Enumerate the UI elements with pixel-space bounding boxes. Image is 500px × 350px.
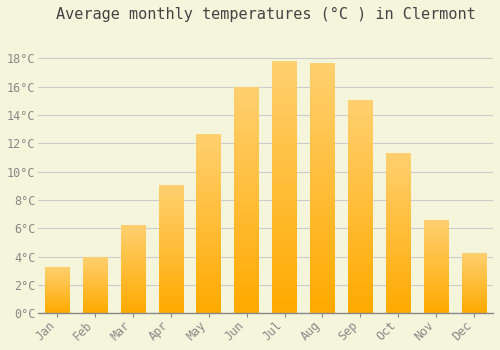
Title: Average monthly temperatures (°C ) in Clermont: Average monthly temperatures (°C ) in Cl…: [56, 7, 476, 22]
